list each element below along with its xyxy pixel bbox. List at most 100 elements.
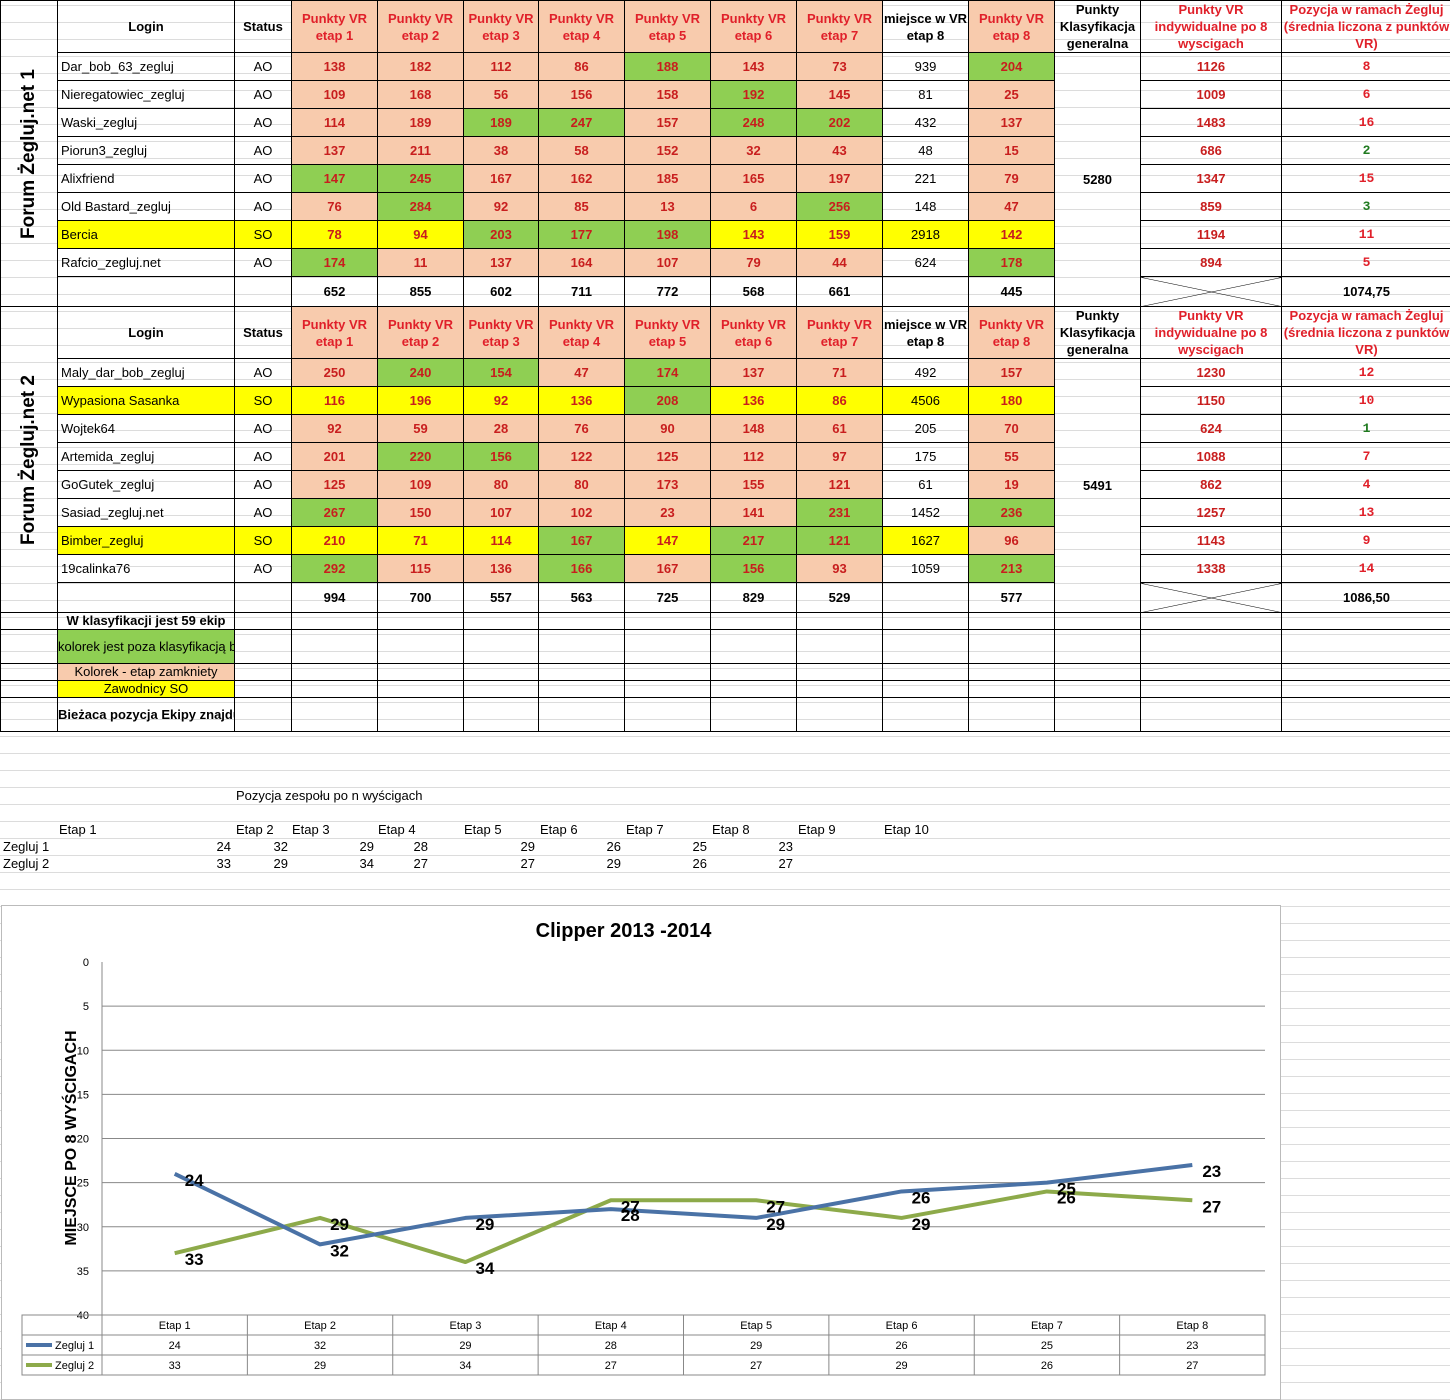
empty-cell <box>538 612 625 630</box>
empty-cell <box>57 582 235 613</box>
empty-cell <box>796 612 883 630</box>
stage-points-3: 28 <box>463 414 539 443</box>
y-axis-label: MIEJSCE PO 8 WYŚCIGACH <box>61 1030 80 1245</box>
stage-points-7: 145 <box>796 80 883 109</box>
player-status: AO <box>234 248 292 277</box>
empty-cell <box>710 629 797 664</box>
data-label: 24 <box>185 1171 204 1190</box>
place-stage-8: 1452 <box>882 498 969 527</box>
player-status: AO <box>234 164 292 193</box>
empty-cell <box>234 680 292 698</box>
stage-points-2: 168 <box>377 80 464 109</box>
empty-cell <box>796 680 883 698</box>
stage-sum: 602 <box>463 276 539 307</box>
player-login: GoGutek_zegluj <box>57 470 235 499</box>
player-row: Bimber_zegluj SO 210 71 114 167 147 217 121 1627 9… <box>1 526 1450 555</box>
stage-points-8: 19 <box>968 470 1055 499</box>
position-stage-label: Etap 10 <box>884 822 929 837</box>
header-stage-7: Punkty VR etap 7 <box>796 306 883 359</box>
individual-points: 1347 <box>1140 164 1282 193</box>
player-login: Artemida_zegluj <box>57 442 235 471</box>
stage-points-6: 192 <box>710 80 797 109</box>
stage-points-5: 107 <box>624 248 711 277</box>
empty-cell <box>377 663 464 681</box>
stage-points-1: 109 <box>291 80 378 109</box>
data-label: 33 <box>185 1250 204 1269</box>
stage-points-1: 114 <box>291 108 378 137</box>
player-login: Rafcio_zegluj.net <box>57 248 235 277</box>
stage-points-5: 125 <box>624 442 711 471</box>
stage-points-4: 167 <box>538 526 625 555</box>
empty-cell <box>234 629 292 664</box>
team-average: 1074,75 <box>1281 276 1450 307</box>
stage-points-5: 185 <box>624 164 711 193</box>
empty-cell <box>1140 680 1282 698</box>
stage-points-4: 47 <box>538 358 625 387</box>
stage-points-8: 15 <box>968 136 1055 165</box>
individual-points: 1009 <box>1140 80 1282 109</box>
empty-cell <box>234 276 292 307</box>
x-tick-label: Etap 8 <box>1176 1320 1208 1332</box>
stage-points-1: 76 <box>291 192 378 221</box>
position-stage-label: Etap 2 <box>236 822 274 837</box>
empty-cell <box>1140 697 1282 732</box>
position-value: 26 <box>692 856 707 871</box>
empty-cell <box>1140 612 1282 630</box>
stage-points-6: 248 <box>710 108 797 137</box>
player-status: SO <box>234 526 292 555</box>
empty-cell <box>624 663 711 681</box>
stage-points-5: 167 <box>624 554 711 583</box>
header-position: Pozycja w ramach Żegluj (średnia liczona… <box>1281 306 1450 359</box>
empty-cell <box>0 680 58 698</box>
header-stage-5: Punkty VR etap 5 <box>624 306 711 359</box>
position-row-label: Zegluj 2 <box>3 856 50 871</box>
header-general-points: Punkty Klasyfikacja generalna <box>1054 306 1141 359</box>
stage-points-4: 164 <box>538 248 625 277</box>
empty-cell <box>463 663 539 681</box>
stage-points-6: 143 <box>710 220 797 249</box>
stage-points-6: 32 <box>710 136 797 165</box>
data-table-value: 29 <box>895 1360 907 1372</box>
position-stage-label: Etap 5 <box>464 822 502 837</box>
data-label: 26 <box>1057 1188 1076 1207</box>
data-label: 25 <box>1057 1180 1076 1199</box>
legend-label: Zegluj 2 <box>55 1360 94 1372</box>
stage-points-1: 147 <box>291 164 378 193</box>
stage-points-6: 148 <box>710 414 797 443</box>
stage-points-2: 240 <box>377 358 464 387</box>
stage-points-3: 92 <box>463 386 539 415</box>
stage-points-2: 150 <box>377 498 464 527</box>
stage-points-1: 92 <box>291 414 378 443</box>
stage-points-8: 55 <box>968 442 1055 471</box>
stage-points-4: 177 <box>538 220 625 249</box>
y-tick-label: 20 <box>77 1134 89 1146</box>
player-login: Nieregatowiec_zegluj <box>57 80 235 109</box>
stage-points-1: 138 <box>291 52 378 81</box>
stage-sum: 829 <box>710 582 797 613</box>
team-name: Forum Żegluj.net 2 <box>18 374 39 545</box>
y-tick-label: 5 <box>83 1001 89 1013</box>
empty-cell <box>463 629 539 664</box>
position-value: 32 <box>273 839 288 854</box>
y-tick-label: 35 <box>77 1266 89 1278</box>
empty-cell <box>1054 697 1141 732</box>
position-value: 34 <box>359 856 374 871</box>
header-stage-2: Punkty VR etap 2 <box>377 306 464 359</box>
stage-points-2: 71 <box>377 526 464 555</box>
stage-points-4: 102 <box>538 498 625 527</box>
player-login: Alixfriend <box>57 164 235 193</box>
player-status: AO <box>234 554 292 583</box>
stage-points-7: 159 <box>796 220 883 249</box>
individual-points: 624 <box>1140 414 1282 443</box>
empty-cell <box>1054 629 1141 664</box>
player-login: Waski_zegluj <box>57 108 235 137</box>
stage-points-5: 188 <box>624 52 711 81</box>
individual-points: 862 <box>1140 470 1282 499</box>
stage-points-7: 86 <box>796 386 883 415</box>
player-row: Nieregatowiec_zegluj AO 109 168 56 156 158 192 1… <box>1 80 1450 109</box>
player-row: Sasiad_zegluj.net AO 267 150 107 102 23 141 231 1… <box>1 498 1450 527</box>
empty-cell <box>538 697 625 732</box>
team-position: 14 <box>1281 554 1450 583</box>
team-name-cell: Forum Żegluj.net 2 <box>0 306 58 613</box>
place-stage-8: 205 <box>882 414 969 443</box>
